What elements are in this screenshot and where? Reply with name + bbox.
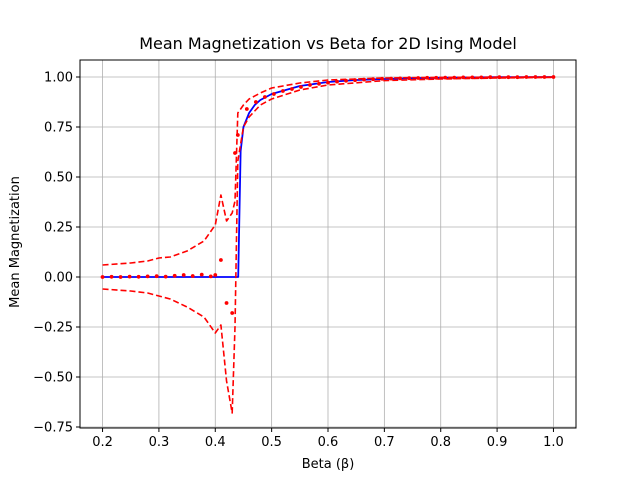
x-tick-label: 0.5: [261, 435, 282, 450]
x-tick-label: 0.2: [92, 435, 113, 450]
data-point: [461, 75, 466, 80]
y-tick-label: 1.00: [44, 71, 73, 86]
data-point: [326, 80, 330, 85]
y-tick-label: −0.75: [33, 421, 73, 436]
y-tick-label: 0.25: [44, 221, 73, 236]
data-point: [190, 274, 195, 278]
data-point: [213, 273, 218, 277]
data-point: [290, 87, 294, 91]
dashed-bound-line: [102, 76, 554, 266]
data-point: [208, 274, 213, 279]
data-point: [118, 275, 123, 279]
data-point: [154, 274, 159, 279]
x-tick-label: 0.9: [487, 435, 508, 450]
data-point: [172, 273, 177, 278]
y-tick-label: −0.25: [33, 321, 73, 336]
data-point: [253, 100, 258, 104]
x-tick-label: 1.0: [543, 435, 564, 450]
data-point: [100, 275, 105, 279]
data-point: [281, 89, 285, 93]
data-point: [163, 274, 168, 279]
y-tick-label: −0.50: [33, 371, 73, 386]
x-axis-title: Beta (β): [302, 457, 355, 472]
y-tick-label: 0.75: [44, 121, 73, 136]
data-point: [262, 95, 267, 99]
x-tick-label: 0.6: [318, 435, 339, 450]
x-tick-label: 0.8: [430, 435, 451, 450]
data-point: [244, 107, 249, 111]
x-tick-label: 0.3: [149, 435, 170, 450]
data-point: [145, 274, 150, 279]
y-tick-label: 0.00: [44, 271, 73, 286]
x-tick-label: 0.7: [374, 435, 395, 450]
data-point: [224, 301, 229, 305]
data-point: [317, 81, 321, 86]
data-point: [551, 75, 556, 79]
x-tick-label: 0.4: [205, 435, 226, 450]
data-point: [470, 75, 475, 80]
data-point: [181, 273, 186, 277]
grid-lines: [80, 60, 576, 428]
data-point: [109, 274, 114, 279]
axis-ticks: 0.2 0.3 0.4 0.5 0.6 0.7 0.8 0.9 1.0 −0.75 −0.50 −0.…: [33, 71, 564, 451]
data-point: [271, 92, 276, 96]
dashed-bound-line: [102, 76, 554, 414]
chart-title: Mean Magnetization vs Beta for 2D Ising …: [139, 34, 517, 53]
data-point: [299, 85, 303, 89]
data-point: [219, 258, 223, 262]
y-tick-label: 0.50: [44, 171, 73, 186]
data-point: [127, 274, 132, 279]
data-point: [199, 272, 204, 277]
data-point: [136, 274, 141, 279]
data-point: [230, 311, 235, 315]
data-point: [308, 83, 312, 87]
y-axis-title: Mean Magnetization: [8, 176, 23, 308]
data-point: [335, 79, 339, 84]
series-layer: [100, 75, 556, 414]
